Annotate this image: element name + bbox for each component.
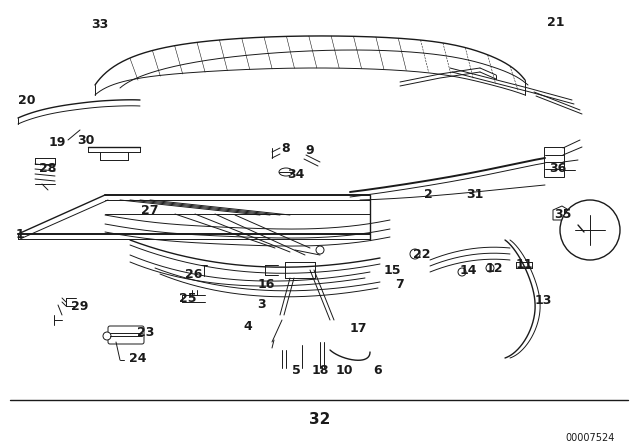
Text: 6: 6 [374, 363, 382, 376]
Text: 3: 3 [258, 297, 266, 310]
Text: 10: 10 [335, 363, 353, 376]
FancyBboxPatch shape [108, 326, 144, 344]
FancyBboxPatch shape [544, 147, 564, 177]
Text: 00007524: 00007524 [566, 433, 615, 443]
Text: 22: 22 [413, 249, 431, 262]
Text: 1: 1 [15, 228, 24, 241]
Text: 26: 26 [186, 267, 203, 280]
Text: 11: 11 [515, 258, 532, 271]
Text: 13: 13 [534, 293, 552, 306]
Text: 9: 9 [306, 143, 314, 156]
Text: 33: 33 [92, 18, 109, 31]
Text: 27: 27 [141, 203, 159, 216]
Text: 28: 28 [39, 161, 57, 175]
Text: 31: 31 [467, 189, 484, 202]
Text: 7: 7 [396, 279, 404, 292]
Ellipse shape [279, 168, 293, 176]
Circle shape [316, 246, 324, 254]
Text: 2: 2 [424, 189, 433, 202]
Text: 17: 17 [349, 322, 367, 335]
Text: 18: 18 [311, 363, 329, 376]
Circle shape [486, 264, 494, 272]
Circle shape [103, 332, 111, 340]
Circle shape [560, 200, 620, 260]
Text: 15: 15 [383, 263, 401, 276]
Text: 32: 32 [309, 413, 331, 427]
Text: 5: 5 [292, 363, 300, 376]
Text: 23: 23 [138, 326, 155, 339]
Polygon shape [553, 206, 572, 220]
Text: 30: 30 [77, 134, 95, 146]
Text: 4: 4 [244, 319, 252, 332]
Text: 24: 24 [129, 352, 147, 365]
Text: 8: 8 [282, 142, 291, 155]
Text: 12: 12 [485, 262, 503, 275]
Text: 20: 20 [19, 94, 36, 107]
Text: 19: 19 [48, 135, 66, 148]
Circle shape [410, 249, 420, 259]
Text: 29: 29 [71, 300, 89, 313]
Text: 21: 21 [547, 16, 564, 29]
Text: 34: 34 [287, 168, 305, 181]
Text: 16: 16 [257, 279, 275, 292]
Text: 25: 25 [179, 292, 196, 305]
Text: 14: 14 [460, 263, 477, 276]
Text: 36: 36 [549, 161, 566, 175]
Circle shape [458, 268, 466, 276]
Text: 35: 35 [554, 208, 572, 221]
